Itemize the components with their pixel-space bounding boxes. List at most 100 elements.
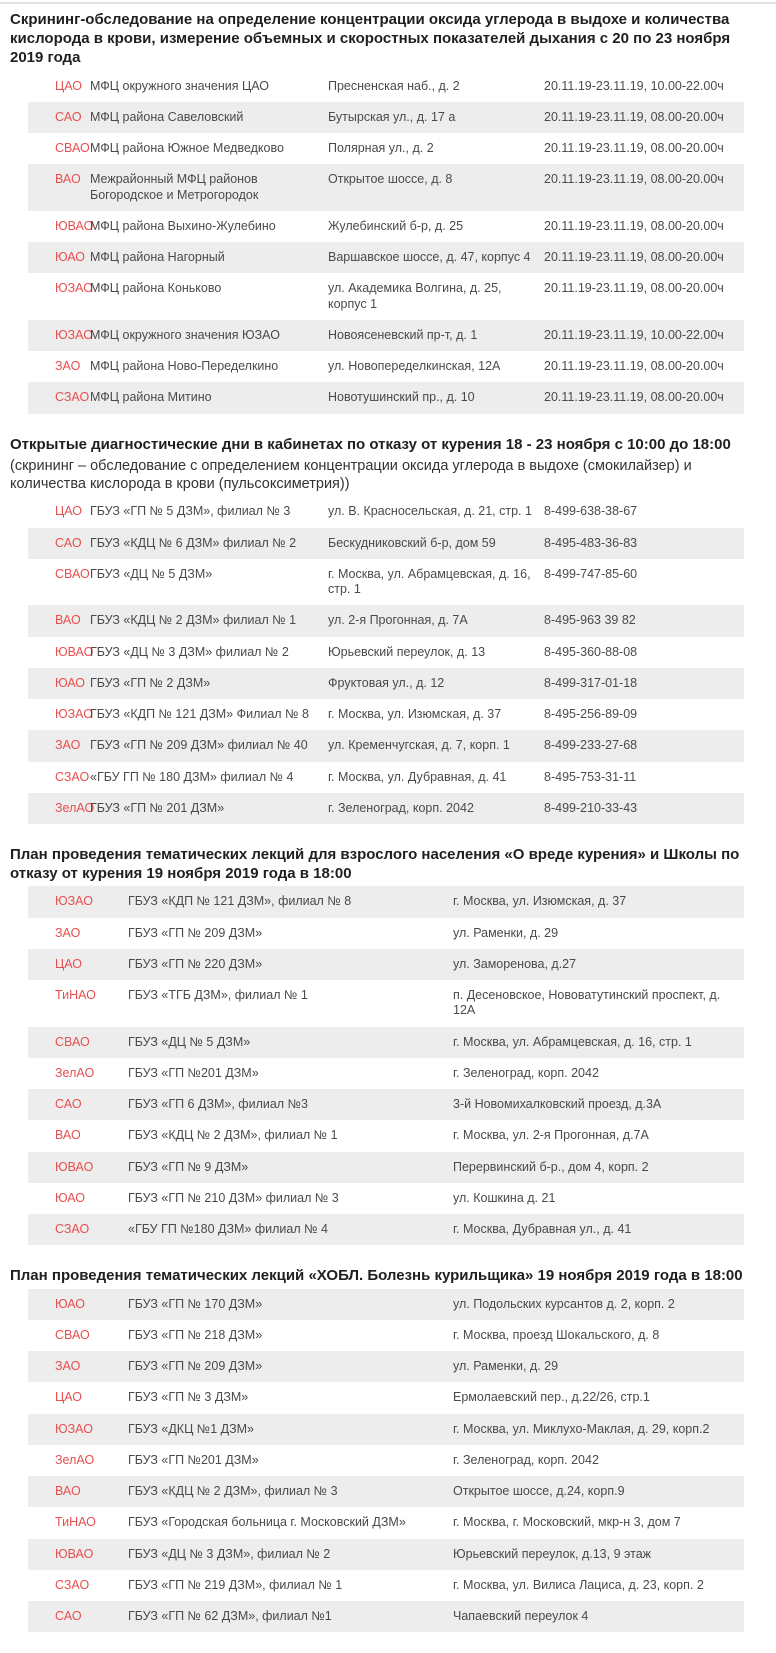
table-row: САО ГБУЗ «ГП 6 ДЗМ», филиал №3 3-й Новомих… [28,1089,744,1121]
section-lectures-copd: План проведения тематических лекций «ХОБ… [0,1266,776,1633]
table-row: ВАО Межрайонный МФЦ районов Богородское и… [28,164,744,211]
name-cell: ГБУЗ «ГП № 3 ДЗМ» [128,1390,249,1405]
info-cell: 20.11.19-23.11.19, 08.00-20.00ч [544,359,724,374]
district-cell: СЗАО [55,390,90,405]
address-cell: Юрьевский переулок, д.13, 9 этаж [453,1546,652,1561]
address-cell: г. Москва, ул. Изюмская, д. 37 [328,707,502,722]
district-cell: ЮВАО [55,1546,94,1561]
district-cell: ЗАО [55,738,81,753]
table-row: ЗАО МФЦ района Ново-Переделкино ул. Новопе… [28,351,744,383]
info-cell: 8-499-638-38-67 [544,504,638,519]
table-row: ЮЗАО ГБУЗ «ДКЦ №1 ДЗМ» г. Москва, ул. Микл… [28,1413,744,1445]
section-title-diagnostic-days: Открытые диагностические дни в кабинетах… [10,435,731,453]
info-cell: 20.11.19-23.11.19, 08.00-20.00ч [544,141,724,156]
district-cell: ТиНАО [55,1515,96,1530]
district-cell: ВАО [55,613,81,628]
address-cell: г. Москва, ул. Миклухо-Маклая, д. 29, ко… [453,1421,710,1436]
address-cell: Новоясеневский пр-т, д. 1 [328,327,478,342]
name-cell: ГБУЗ «ГП № 201 ДЗМ» [90,800,225,815]
district-cell: САО [55,535,82,550]
table-row: САО ГБУЗ «ГП № 62 ДЗМ», филиал №1 Чапаевск… [28,1601,744,1633]
address-cell: г. Москва, ул. 2-я Прогонная, д.7А [453,1128,649,1143]
address-cell: 3-й Новомихалковский проезд, д.3А [453,1097,662,1112]
info-cell: 8-495-963 39 82 [544,613,636,628]
address-cell: ул. 2-я Прогонная, д. 7А [328,613,468,628]
info-cell: 20.11.19-23.11.19, 10.00-22.00ч [544,78,724,93]
name-cell: ГБУЗ «ГП 6 ДЗМ», филиал №3 [128,1097,308,1112]
address-cell: Новотушинский пр., д. 10 [328,390,475,405]
info-cell: 20.11.19-23.11.19, 08.00-20.00ч [544,281,724,296]
name-cell: ГБУЗ «ДЦ № 3 ДЗМ», филиал № 2 [128,1546,331,1561]
table-row: ТиНАО ГБУЗ «Городская больница г. Московс… [28,1507,744,1539]
info-cell: 8-499-747-85-60 [544,566,638,581]
district-cell: ЦАО [55,504,83,519]
table-row: ЦАО МФЦ окружного значения ЦАО Пресненская… [28,70,744,102]
table-row: ЗАО ГБУЗ «ГП № 209 ДЗМ» филиал № 40 ул. Кр… [28,730,744,762]
name-cell: ГБУЗ «ГП № 5 ДЗМ», филиал № 3 [90,504,291,519]
district-cell: ЗелАО [55,1065,95,1080]
address-cell: г. Москва, ул. Изюмская, д. 37 [453,894,627,909]
name-cell: ГБУЗ «ДЦ № 5 ДЗМ» [90,566,213,581]
district-cell: ЮЗАО [55,1421,93,1436]
district-cell: САО [55,1609,82,1624]
name-cell: ГБУЗ «ДЦ № 5 ДЗМ» [128,1034,251,1049]
name-cell: ГБУЗ «КДЦ № 2 ДЗМ», филиал № 3 [128,1484,338,1499]
name-cell: ГБУЗ «ГП № 219 ДЗМ», филиал № 1 [128,1577,343,1592]
district-cell: ЗАО [55,359,81,374]
district-cell: СЗАО [55,1577,90,1592]
name-cell: ГБУЗ «ГП № 210 ДЗМ» филиал № 3 [128,1190,339,1205]
table-row: САО МФЦ района Савеловский Бутырская ул., … [28,101,744,134]
name-cell: «ГБУ ГП № 180 ДЗМ» филиал № 4 [90,769,294,784]
district-cell: ЗелАО [55,1452,95,1467]
table-row: ВАО ГБУЗ «КДЦ № 2 ДЗМ» филиал № 1 ул. 2-я … [28,605,744,637]
address-cell: ул. Заморенова, д.27 [453,956,577,971]
address-cell: г. Москва, ул. Дубравная, д. 41 [328,769,507,784]
info-cell: 8-495-360-88-08 [544,644,638,659]
info-cell: 20.11.19-23.11.19, 08.00-20.00ч [544,390,724,405]
table-row: ЗАО ГБУЗ «ГП № 209 ДЗМ» ул. Раменки, д. 29 [28,1351,744,1383]
address-cell: г. Москва, ул. Абрамцевская, д. 16, стр.… [328,566,531,597]
district-cell: ЗАО [55,1359,81,1374]
address-cell: Жулебинский б-р, д. 25 [328,218,464,233]
district-cell: ВАО [55,1128,81,1143]
table-row: ЮВАО ГБУЗ «ДЦ № 3 ДЗМ», филиал № 2 Юрьевск… [28,1538,744,1570]
table-row: СЗАО «ГБУ ГП № 180 ДЗМ» филиал № 4 г. Моск… [28,761,744,793]
address-cell: г. Москва, г. Московский, мкр-н 3, дом 7 [453,1515,681,1530]
address-cell: Варшавское шоссе, д. 47, корпус 4 [328,250,531,265]
name-cell: ГБУЗ «ГП № 2 ДЗМ» [90,675,211,690]
district-cell: СВАО [55,1034,90,1049]
table-row: ЗАО ГБУЗ «ГП № 209 ДЗМ» ул. Раменки, д. 29 [28,917,744,949]
name-cell: МФЦ района Коньково [90,281,222,296]
name-cell: МФЦ района Ново-Переделкино [90,359,279,374]
district-cell: ВАО [55,1484,81,1499]
info-cell: 8-495-753-31-11 [544,769,637,784]
district-cell: СЗАО [55,1222,90,1237]
section-title-lectures-smoking-harm: План проведения тематических лекций для … [10,846,740,883]
address-cell: г. Москва, Дубравная ул., д. 41 [453,1222,632,1237]
section-title-lectures-copd: План проведения тематических лекций «ХОБ… [10,1267,743,1285]
table-row: ЮВАО МФЦ района Выхино-Жулебино Жулебински… [28,210,744,243]
address-cell: Бескудниковский б-р, дом 59 [328,535,496,550]
address-cell: ул. В. Красносельская, д. 21, стр. 1 [328,504,532,519]
district-cell: СЗАО [55,769,90,784]
name-cell: ГБУЗ «КДЦ № 2 ДЗМ», филиал № 1 [128,1128,338,1143]
table-row: ЮАО ГБУЗ «ГП № 210 ДЗМ» филиал № 3 ул. Кош… [28,1182,744,1215]
lectures-smoking-harm-table: ЮЗАО ГБУЗ «КДП № 121 ДЗМ», филиал № 8 г. М… [28,886,744,1246]
name-cell: ГБУЗ «ГП № 209 ДЗМ» [128,1359,263,1374]
section-diagnostic-days: Открытые диагностические дни в кабинетах… [0,435,776,825]
district-cell: ВАО [55,172,81,187]
address-cell: г. Зеленоград, корп. 2042 [453,1065,599,1080]
name-cell: МФЦ района Митино [90,390,212,405]
section-title-screening: Скрининг-обследование на определение кон… [10,11,731,67]
table-row: ЮАО МФЦ района Нагорный Варшавское шоссе, … [28,242,744,274]
table-row: ЮАО ГБУЗ «ГП № 2 ДЗМ» Фруктовая ул., д. 12… [28,667,744,700]
name-cell: ГБУЗ «ГП № 220 ДЗМ» [128,956,263,971]
district-cell: САО [55,109,82,124]
district-cell: ЮЗАО [55,707,93,722]
address-cell: Полярная ул., д. 2 [328,141,434,156]
name-cell: ГБУЗ «КДП № 121 ДЗМ», филиал № 8 [128,894,352,909]
name-cell: ГБУЗ «ТГБ ДЗМ», филиал № 1 [128,988,308,1003]
table-row: ЮАО ГБУЗ «ГП № 170 ДЗМ» ул. Подольских кур… [28,1288,744,1320]
address-cell: Фруктовая ул., д. 12 [328,675,445,690]
table-row: ВАО ГБУЗ «КДЦ № 2 ДЗМ», филиал № 3 Открыто… [28,1476,744,1508]
